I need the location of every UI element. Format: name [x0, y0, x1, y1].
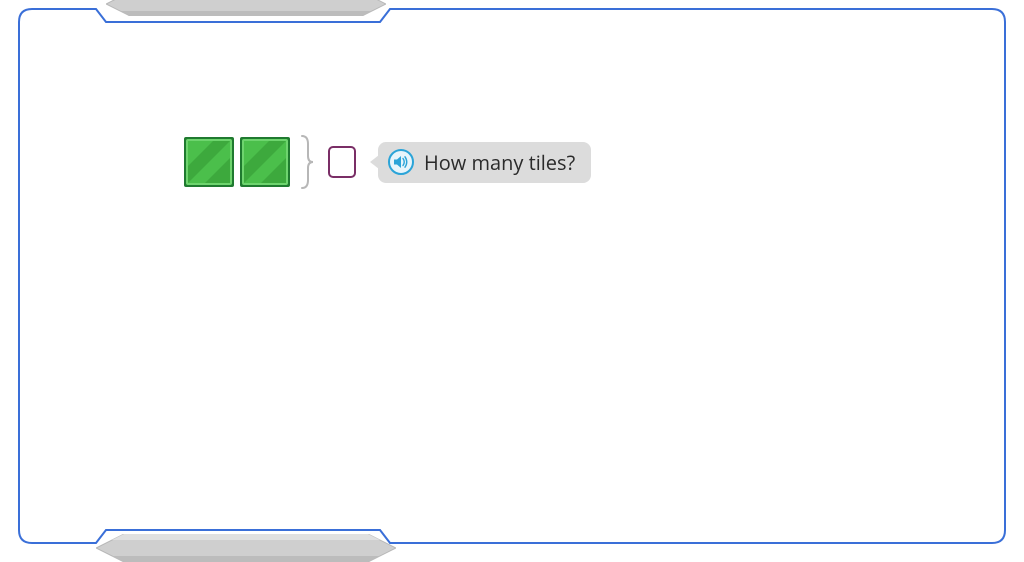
- tile: [184, 137, 234, 187]
- speaker-icon: [393, 155, 409, 169]
- prompt-bubble: How many tiles?: [378, 142, 591, 183]
- panel-border: [18, 8, 1006, 544]
- tab-connector-top: [106, 0, 386, 16]
- tile: [240, 137, 290, 187]
- answer-input[interactable]: [328, 146, 356, 178]
- prompt-text: How many tiles?: [424, 149, 575, 176]
- activity-stage: How many tiles?: [0, 0, 1024, 560]
- group-brace-icon: [300, 134, 314, 190]
- tab-connector-bottom: [96, 534, 396, 562]
- tile-group: [184, 137, 290, 187]
- audio-play-button[interactable]: [388, 149, 414, 175]
- question-row: How many tiles?: [184, 134, 591, 190]
